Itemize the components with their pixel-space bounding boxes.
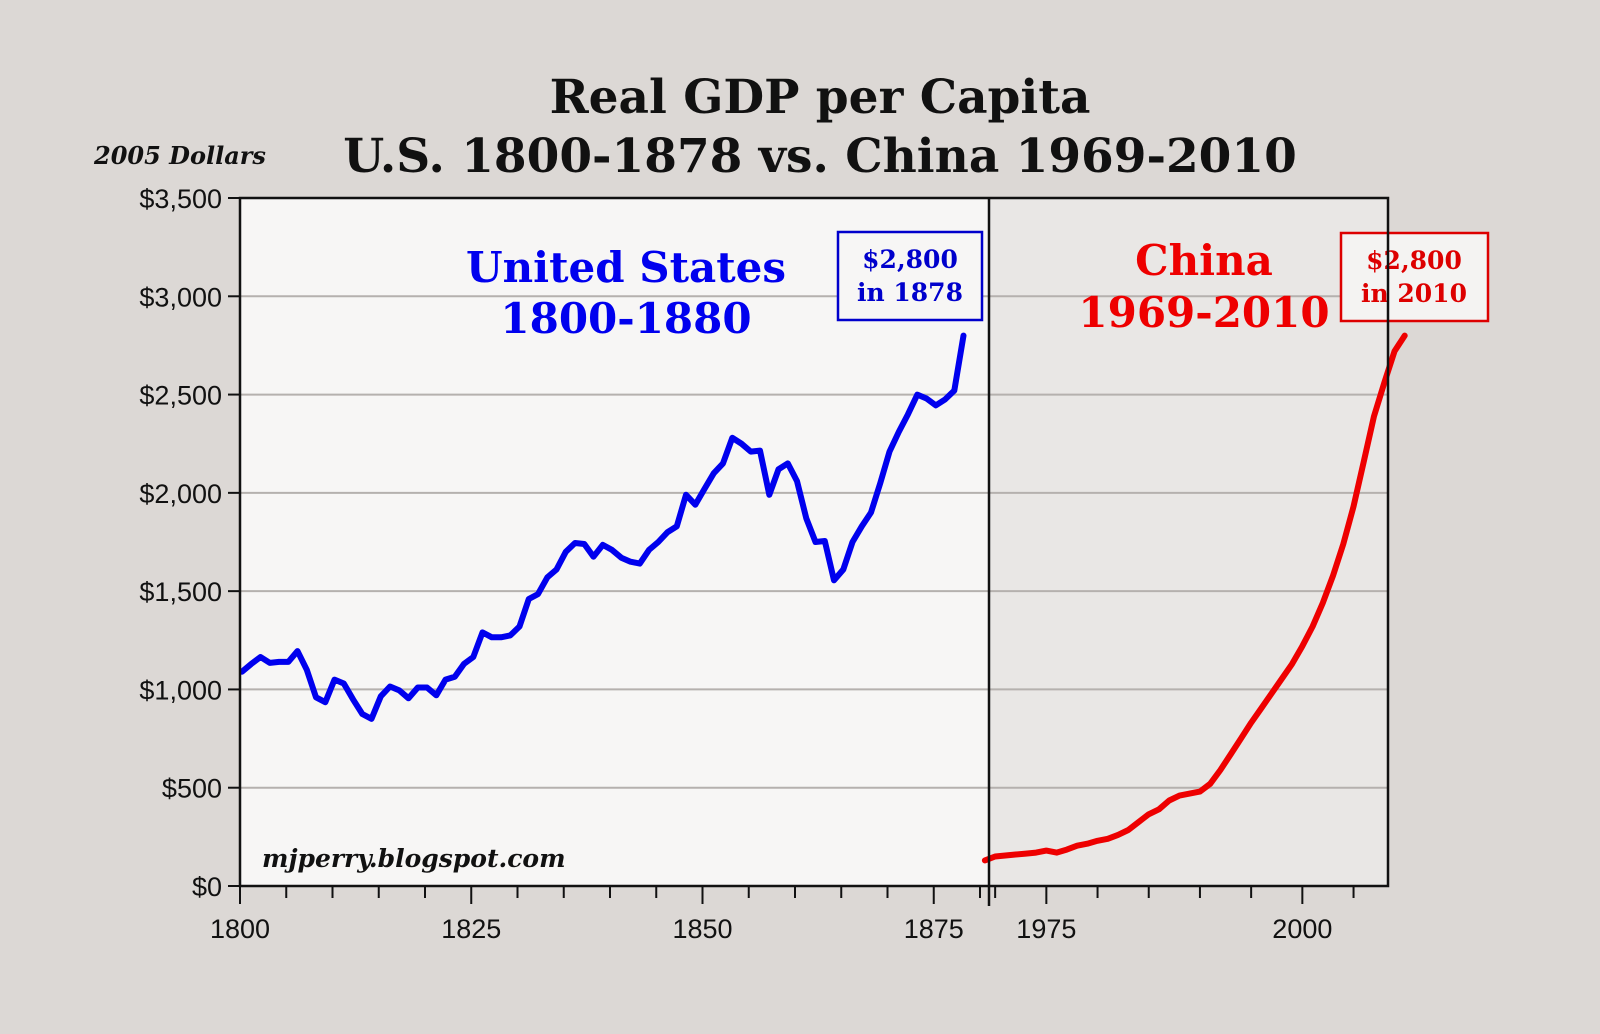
china-gdp-line <box>981 332 1408 864</box>
us-callout-value: $2,800 <box>862 245 958 274</box>
us-series-label-line2: 1800-1880 <box>500 294 751 343</box>
x-tick-label: 2000 <box>1272 914 1332 944</box>
y-tick-label: $1,500 <box>139 577 222 607</box>
x-tick-label: 1800 <box>210 914 270 944</box>
china-panel-background <box>989 198 1388 886</box>
y-tick-label: $3,000 <box>139 282 222 312</box>
us-gdp-line <box>239 332 967 722</box>
chart-title: Real GDP per Capita <box>550 70 1091 125</box>
us-callout: $2,800 in 1878 <box>836 230 984 322</box>
plot-frame <box>238 196 1390 888</box>
y-axis: $0 $500 $1,000 $1,500 $2,000 $2,500 $3,000 $3,5… <box>139 184 240 902</box>
y-tick-label: $2,000 <box>139 479 222 509</box>
china-series-label-line1: China <box>1135 236 1273 285</box>
us-series-label-line1: United States <box>466 243 786 292</box>
x-tick-label: 1975 <box>1016 914 1076 944</box>
china-series-label-line2: 1969-2010 <box>1078 288 1329 337</box>
x-axis: 1800 1825 1850 1875 1975 2000 <box>210 886 1355 944</box>
y-tick-label: $1,000 <box>139 675 222 705</box>
y-tick-label: $3,500 <box>139 184 222 214</box>
china-callout-year: in 2010 <box>1361 279 1467 308</box>
x-tick-label: 1875 <box>904 914 964 944</box>
gridlines <box>240 295 1388 789</box>
watermark: mjperry.blogspot.com <box>262 844 566 873</box>
y-tick-label: $2,500 <box>139 381 222 411</box>
us-callout-year: in 1878 <box>857 278 963 307</box>
y-tick-label: $0 <box>192 872 222 902</box>
chart-subtitle: U.S. 1800-1878 vs. China 1969-2010 <box>343 129 1297 184</box>
x-tick-label: 1850 <box>672 914 732 944</box>
china-callout: $2,800 in 2010 <box>1339 231 1490 323</box>
series-lines <box>239 332 1408 864</box>
china-callout-value: $2,800 <box>1366 246 1462 275</box>
y-axis-unit-label: 2005 Dollars <box>93 141 266 170</box>
x-tick-label: 1825 <box>441 914 501 944</box>
y-tick-label: $500 <box>162 774 222 804</box>
